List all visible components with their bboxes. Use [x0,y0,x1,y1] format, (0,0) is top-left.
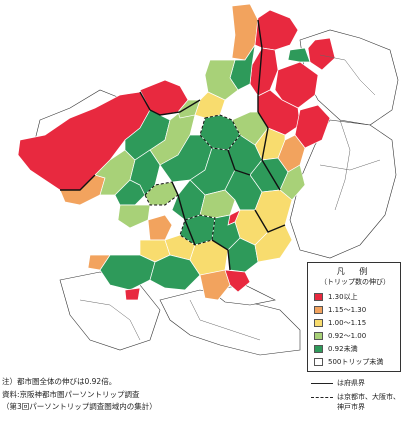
line-label: は府県界 [337,379,365,387]
legend-item-2: 1.15～1.30 [314,306,400,315]
area-southwest-orange [87,254,111,271]
legend-swatch [314,358,323,366]
legend-swatch [314,345,323,353]
legend-label: 500トリップ未満 [328,358,384,366]
legend-item-4: 0.92～1.00 [314,332,400,341]
legend-label: 1.15～1.30 [328,306,367,314]
solid-line-sample [311,383,333,384]
area-south-red-small [124,287,141,301]
dashed-line-sample [311,397,333,398]
area-north-lightgreen [204,59,239,101]
area-south-green-1 [99,254,156,291]
line-label: は京都市、大阪市、 [337,393,400,401]
legend-swatch [314,332,323,340]
area-east-red-1 [274,61,319,109]
legend: 凡 例 （トリップ数の伸び） 1.30以上 1.15～1.30 1.00～1.1… [307,262,401,372]
legend-swatch [314,306,323,314]
municipality-lines [79,54,381,341]
legend-label: 0.92未満 [328,345,358,353]
area-north-red-1 [254,9,299,51]
area-east-green-1 [287,47,311,63]
legend-label: 1.00～1.15 [328,319,367,327]
area-north-green-2 [177,99,201,119]
area-north-red-2 [249,47,279,97]
line-label-2: 神戸市界 [337,403,365,411]
area-coast-lightgreen [117,204,151,229]
legend-swatch [314,293,323,301]
note-scope: （第3回パーソントリップ調査圏域内の集計） [2,402,157,411]
legend-label: 1.30以上 [328,293,358,301]
legend-title: 凡 例 [336,267,374,276]
prefecture-borders [60,19,286,271]
note-source: 資料:京阪神都市圏パーソントリップ調査 [2,390,140,399]
area-center-green-3 [129,149,161,196]
growth-areas [17,3,336,301]
legend-label: 0.92～1.00 [328,332,367,340]
legend-item-6: 500トリップ未満 [314,358,400,367]
area-coast-orange [147,214,173,241]
area-south-red-1 [224,269,251,293]
note-total-growth: 注）都市圏全体の伸びは0.92倍。 [2,377,117,386]
city-borders [144,114,241,246]
area-south-green-2 [149,254,201,291]
legend-item-5: 0.92未満 [314,345,400,354]
area-south-orange-1 [199,269,231,301]
legend-subtitle: （トリップ数の伸び） [320,278,390,286]
legend-item-1: 1.30以上 [314,293,400,302]
area-east-red-2 [307,37,336,71]
legend-item-3: 1.00～1.15 [314,319,400,328]
legend-swatch [314,319,323,327]
